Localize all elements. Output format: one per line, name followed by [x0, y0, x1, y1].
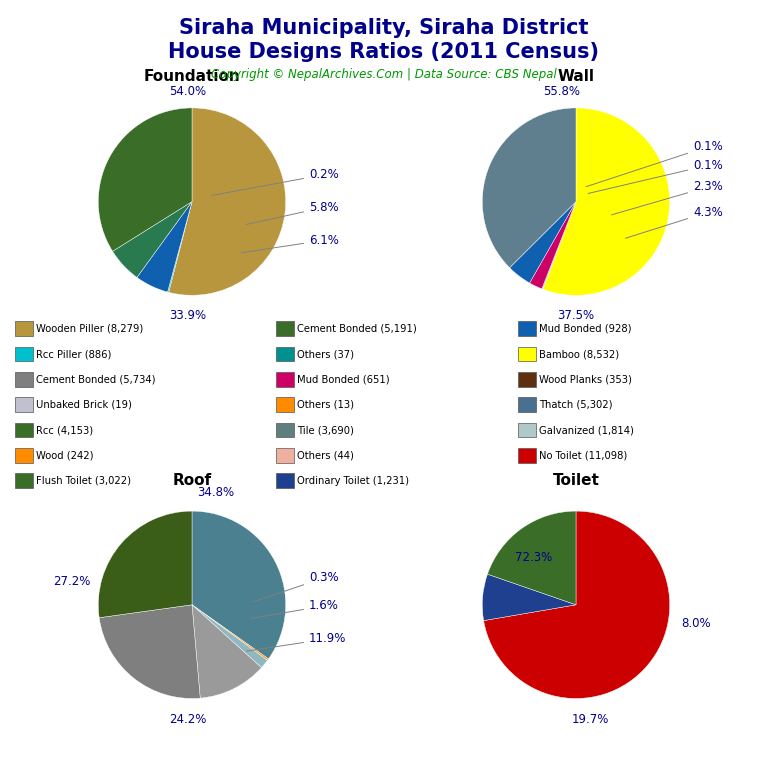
- Text: 0.1%: 0.1%: [588, 159, 723, 194]
- Text: Wood Planks (353): Wood Planks (353): [539, 374, 632, 385]
- Wedge shape: [169, 108, 286, 295]
- Wedge shape: [192, 605, 267, 667]
- Text: 1.6%: 1.6%: [251, 600, 339, 618]
- Text: 0.3%: 0.3%: [253, 571, 339, 602]
- Text: Tile (3,690): Tile (3,690): [297, 425, 354, 435]
- Wedge shape: [488, 511, 576, 605]
- Text: 0.1%: 0.1%: [586, 140, 723, 187]
- Text: Rcc Piller (886): Rcc Piller (886): [36, 349, 111, 359]
- Title: Toilet: Toilet: [552, 472, 600, 488]
- Text: Wood (242): Wood (242): [36, 450, 93, 461]
- Wedge shape: [99, 605, 200, 698]
- Text: Mud Bonded (928): Mud Bonded (928): [539, 323, 631, 334]
- Text: Ordinary Toilet (1,231): Ordinary Toilet (1,231): [297, 475, 409, 486]
- Wedge shape: [98, 108, 192, 251]
- Wedge shape: [192, 511, 286, 659]
- Wedge shape: [484, 511, 670, 698]
- Text: Flush Toilet (3,022): Flush Toilet (3,022): [36, 475, 131, 486]
- Text: Thatch (5,302): Thatch (5,302): [539, 399, 612, 410]
- Wedge shape: [510, 202, 576, 283]
- Text: 8.0%: 8.0%: [681, 617, 710, 630]
- Text: 24.2%: 24.2%: [169, 713, 206, 726]
- Title: Roof: Roof: [173, 472, 211, 488]
- Text: 37.5%: 37.5%: [558, 310, 594, 323]
- Text: Wooden Piller (8,279): Wooden Piller (8,279): [36, 323, 143, 334]
- Wedge shape: [543, 108, 670, 295]
- Wedge shape: [542, 202, 576, 290]
- Wedge shape: [482, 574, 576, 621]
- Text: Unbaked Brick (19): Unbaked Brick (19): [36, 399, 131, 410]
- Text: 55.8%: 55.8%: [544, 84, 581, 98]
- Text: 19.7%: 19.7%: [571, 713, 609, 726]
- Text: Bamboo (8,532): Bamboo (8,532): [539, 349, 619, 359]
- Text: 2.3%: 2.3%: [611, 180, 723, 215]
- Wedge shape: [530, 202, 576, 289]
- Text: 34.8%: 34.8%: [197, 486, 234, 499]
- Text: Others (37): Others (37): [297, 349, 354, 359]
- Text: 0.2%: 0.2%: [212, 168, 339, 196]
- Wedge shape: [167, 202, 192, 293]
- Text: 4.3%: 4.3%: [625, 206, 723, 238]
- Text: Rcc (4,153): Rcc (4,153): [36, 425, 93, 435]
- Text: Copyright © NepalArchives.Com | Data Source: CBS Nepal: Copyright © NepalArchives.Com | Data Sou…: [211, 68, 557, 81]
- Text: 5.8%: 5.8%: [247, 201, 339, 224]
- Text: 33.9%: 33.9%: [169, 310, 206, 323]
- Wedge shape: [98, 511, 192, 617]
- Text: Siraha Municipality, Siraha District: Siraha Municipality, Siraha District: [179, 18, 589, 38]
- Wedge shape: [192, 605, 269, 660]
- Text: Mud Bonded (651): Mud Bonded (651): [297, 374, 389, 385]
- Title: Wall: Wall: [558, 69, 594, 84]
- Text: 27.2%: 27.2%: [54, 575, 91, 588]
- Text: Cement Bonded (5,734): Cement Bonded (5,734): [36, 374, 155, 385]
- Title: Foundation: Foundation: [144, 69, 240, 84]
- Wedge shape: [113, 202, 192, 277]
- Wedge shape: [192, 605, 261, 698]
- Text: No Toilet (11,098): No Toilet (11,098): [539, 450, 627, 461]
- Text: 6.1%: 6.1%: [242, 233, 339, 253]
- Text: Others (44): Others (44): [297, 450, 354, 461]
- Text: 54.0%: 54.0%: [169, 84, 206, 98]
- Wedge shape: [482, 108, 576, 268]
- Text: Others (13): Others (13): [297, 399, 354, 410]
- Wedge shape: [541, 202, 576, 289]
- Text: 72.3%: 72.3%: [515, 551, 552, 564]
- Wedge shape: [137, 202, 192, 292]
- Text: 11.9%: 11.9%: [247, 632, 346, 651]
- Text: House Designs Ratios (2011 Census): House Designs Ratios (2011 Census): [168, 42, 600, 62]
- Text: Cement Bonded (5,191): Cement Bonded (5,191): [297, 323, 417, 334]
- Text: Galvanized (1,814): Galvanized (1,814): [539, 425, 634, 435]
